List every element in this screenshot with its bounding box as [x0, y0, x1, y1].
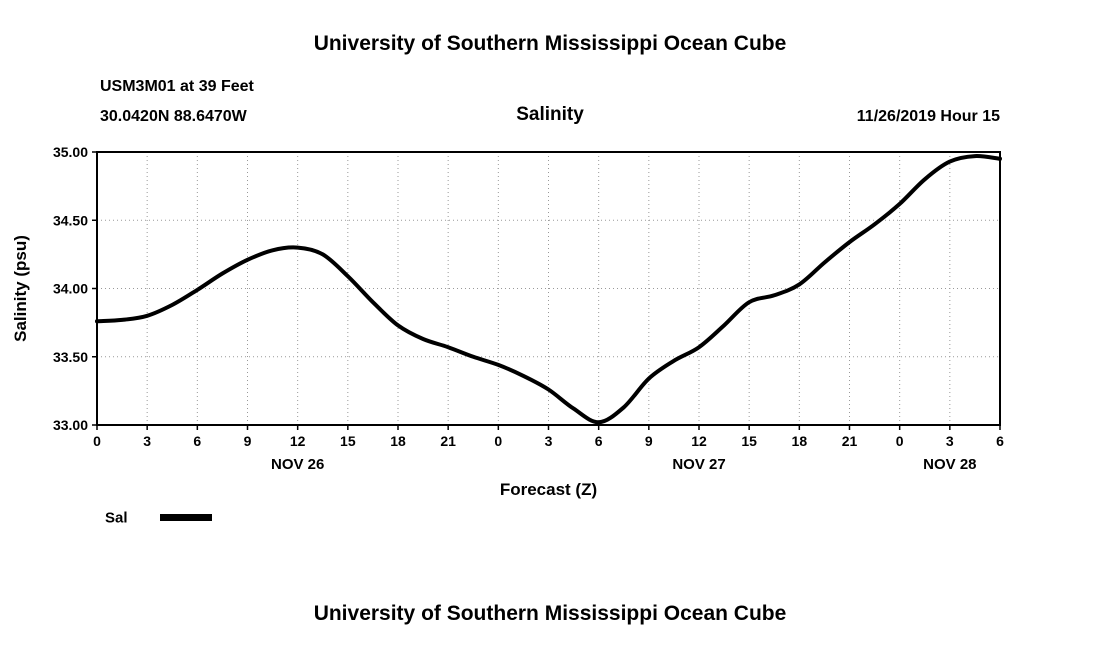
svg-text:NOV 27: NOV 27 [672, 456, 725, 473]
svg-text:33.50: 33.50 [53, 349, 88, 365]
forecast-datetime-label: 11/26/2019 Hour 15 [856, 108, 1000, 125]
svg-text:34.50: 34.50 [53, 212, 88, 228]
svg-text:34.00: 34.00 [53, 281, 88, 297]
svg-text:Salinity (psu): Salinity (psu) [11, 235, 30, 342]
svg-text:NOV 28: NOV 28 [923, 456, 976, 473]
svg-text:15: 15 [340, 433, 356, 449]
legend-line-swatch [159, 514, 212, 522]
svg-text:21: 21 [440, 433, 456, 449]
svg-text:3: 3 [545, 433, 553, 449]
svg-text:9: 9 [645, 433, 653, 449]
chart-title: Salinity [516, 104, 584, 125]
salinity-chart: 0 3 6 9 12 15 18 21 0 3 6 9 12 15 18 21 0 3 6 33.00 33.50 34.… [11, 144, 1004, 499]
svg-text:Forecast (Z): Forecast (Z) [500, 480, 597, 499]
svg-text:3: 3 [143, 433, 151, 449]
svg-text:12: 12 [691, 433, 707, 449]
page-footer-title: University of Southern Mississippi Ocean… [313, 602, 787, 625]
page-title: University of Southern Mississippi Ocean… [313, 32, 787, 55]
svg-text:9: 9 [244, 433, 252, 449]
svg-text:18: 18 [792, 433, 808, 449]
svg-text:18: 18 [390, 433, 406, 449]
svg-text:12: 12 [290, 433, 306, 449]
svg-text:6: 6 [996, 433, 1004, 449]
legend-label: Sal [105, 509, 128, 527]
svg-text:3: 3 [946, 433, 954, 449]
svg-text:6: 6 [193, 433, 201, 449]
svg-text:35.00: 35.00 [53, 144, 88, 160]
svg-text:0: 0 [896, 433, 904, 449]
svg-text:0: 0 [93, 433, 101, 449]
legend: Sal [105, 509, 212, 529]
station-id-label: USM3M01 at 39 Feet [100, 78, 254, 95]
svg-text:15: 15 [741, 433, 757, 449]
station-coordinates-label: 30.0420N 88.6470W [100, 108, 247, 125]
svg-text:21: 21 [842, 433, 858, 449]
svg-text:NOV 26: NOV 26 [271, 456, 324, 473]
svg-text:33.00: 33.00 [53, 417, 88, 433]
svg-text:0: 0 [494, 433, 502, 449]
svg-text:6: 6 [595, 433, 603, 449]
